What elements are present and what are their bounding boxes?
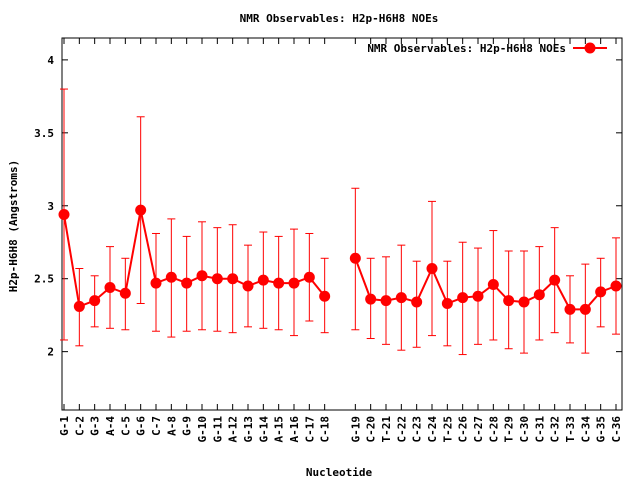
data-point — [579, 303, 591, 315]
x-tick-label: C-28 — [487, 416, 500, 443]
y-tick-label: 2.5 — [34, 273, 54, 286]
x-axis-label: Nucleotide — [306, 466, 373, 479]
x-tick-label: C-18 — [319, 416, 332, 443]
data-point — [426, 262, 438, 274]
x-tick-label: T-25 — [441, 416, 454, 443]
x-tick-label: C-23 — [411, 416, 424, 443]
x-tick-label: G-14 — [257, 416, 270, 443]
x-tick-label: C-31 — [533, 416, 546, 443]
plot-frame — [61, 37, 623, 411]
y-axis: 2 2.5 3 3.5 4 — [34, 54, 622, 359]
data-point — [135, 204, 147, 216]
x-tick-label: C-36 — [610, 416, 623, 443]
x-tick-label: T-29 — [503, 416, 516, 443]
data-point — [549, 274, 561, 286]
data-point — [518, 296, 530, 308]
y-tick-label: 3.5 — [34, 127, 54, 140]
x-tick-label: C-7 — [150, 416, 163, 436]
y-tick-label: 3 — [47, 200, 54, 213]
data-point — [119, 287, 131, 299]
data-point — [610, 280, 622, 292]
legend: NMR Observables: H2p-H6H8 NOEs — [367, 42, 607, 55]
data-point — [150, 277, 162, 289]
data-point — [73, 300, 85, 312]
data-point — [196, 270, 208, 282]
y-tick-label: 2 — [47, 346, 54, 359]
data-point — [273, 277, 285, 289]
x-tick-label: G-19 — [349, 416, 362, 443]
data-point — [165, 271, 177, 283]
data-point — [595, 286, 607, 298]
data-point — [319, 290, 331, 302]
data-point — [227, 273, 239, 285]
x-tick-label: C-27 — [472, 416, 485, 443]
data-point — [365, 293, 377, 305]
x-tick-label: A-16 — [288, 416, 301, 443]
data-point — [472, 290, 484, 302]
x-tick-label: T-33 — [564, 416, 577, 443]
x-tick-label: T-21 — [380, 416, 393, 443]
x-tick-label: C-5 — [119, 416, 132, 436]
x-tick-label: A-4 — [104, 416, 117, 436]
x-tick-label: C-17 — [303, 416, 316, 443]
data-point — [211, 273, 223, 285]
data-point — [564, 303, 576, 315]
data-point — [441, 298, 453, 310]
x-tick-label: G-35 — [595, 416, 608, 443]
x-axis: G-1 C-2 G-3 A-4 C-5 G-6 C-7 A-8 G-9 G-10 G-11 A-12 G… — [58, 38, 623, 443]
x-tick-label: C-26 — [457, 416, 470, 443]
data-point — [380, 295, 392, 307]
data-point — [395, 292, 407, 304]
x-tick-label: G-3 — [89, 416, 102, 436]
data-point — [104, 281, 116, 293]
x-tick-label: G-6 — [135, 416, 148, 436]
x-tick-label: C-34 — [579, 416, 592, 443]
data-point — [89, 295, 101, 307]
series-group — [58, 204, 622, 315]
series-line — [63, 209, 326, 308]
data-point — [288, 277, 300, 289]
x-tick-label: A-15 — [273, 416, 286, 443]
x-tick-label: A-12 — [227, 416, 240, 443]
x-tick-label: G-13 — [242, 416, 255, 443]
x-tick-label: A-8 — [165, 416, 178, 436]
data-point — [257, 274, 269, 286]
x-tick-label: G-1 — [58, 416, 71, 436]
x-tick-label: C-2 — [73, 416, 86, 436]
x-tick-label: C-24 — [426, 416, 439, 443]
data-point — [457, 292, 469, 304]
legend-label: NMR Observables: H2p-H6H8 NOEs — [367, 42, 566, 55]
legend-marker — [584, 42, 596, 54]
data-point — [411, 296, 423, 308]
x-tick-label: G-9 — [181, 416, 194, 436]
series-line — [354, 257, 617, 311]
data-point — [303, 271, 315, 283]
x-tick-label: C-32 — [549, 416, 562, 443]
data-point — [58, 209, 70, 221]
data-point — [181, 277, 193, 289]
data-point — [487, 279, 499, 291]
x-tick-label: C-20 — [365, 416, 378, 443]
data-point — [533, 289, 545, 301]
y-tick-label: 4 — [47, 54, 54, 67]
x-tick-label: C-22 — [395, 416, 408, 443]
data-point — [503, 295, 515, 307]
x-tick-label: C-30 — [518, 416, 531, 443]
chart-title: NMR Observables: H2p-H6H8 NOEs — [240, 12, 439, 25]
data-point — [349, 252, 361, 264]
data-point — [242, 280, 254, 292]
y-axis-label: H2p-H6H8 (Angstroms) — [7, 160, 20, 292]
x-tick-label: G-11 — [211, 416, 224, 443]
x-tick-label: G-10 — [196, 416, 209, 443]
